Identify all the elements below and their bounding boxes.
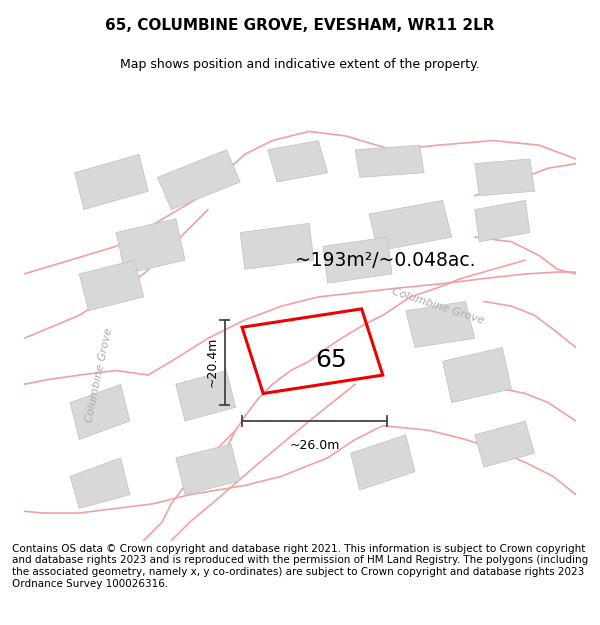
Text: ~193m²/~0.048ac.: ~193m²/~0.048ac.: [295, 251, 476, 269]
Polygon shape: [176, 444, 240, 494]
Text: 65, COLUMBINE GROVE, EVESHAM, WR11 2LR: 65, COLUMBINE GROVE, EVESHAM, WR11 2LR: [105, 18, 495, 32]
Polygon shape: [240, 223, 314, 269]
Polygon shape: [176, 371, 236, 421]
Polygon shape: [475, 159, 535, 196]
Polygon shape: [157, 150, 240, 209]
Text: Columbine Grove: Columbine Grove: [85, 327, 115, 423]
Polygon shape: [70, 458, 130, 509]
Polygon shape: [74, 154, 148, 209]
Polygon shape: [116, 219, 185, 274]
Polygon shape: [268, 141, 328, 182]
Polygon shape: [323, 237, 392, 283]
Polygon shape: [355, 145, 424, 177]
Text: Columbine Grove: Columbine Grove: [391, 286, 485, 326]
Text: 65: 65: [315, 348, 347, 372]
Polygon shape: [475, 201, 530, 242]
Polygon shape: [350, 435, 415, 490]
Text: Contains OS data © Crown copyright and database right 2021. This information is : Contains OS data © Crown copyright and d…: [12, 544, 588, 589]
Polygon shape: [475, 421, 535, 467]
Text: ~20.4m: ~20.4m: [205, 337, 218, 388]
Text: Map shows position and indicative extent of the property.: Map shows position and indicative extent…: [120, 58, 480, 71]
Text: ~26.0m: ~26.0m: [290, 439, 340, 452]
Polygon shape: [406, 301, 475, 348]
Polygon shape: [79, 260, 143, 311]
Polygon shape: [369, 201, 452, 251]
Polygon shape: [443, 348, 512, 403]
Polygon shape: [70, 384, 130, 439]
